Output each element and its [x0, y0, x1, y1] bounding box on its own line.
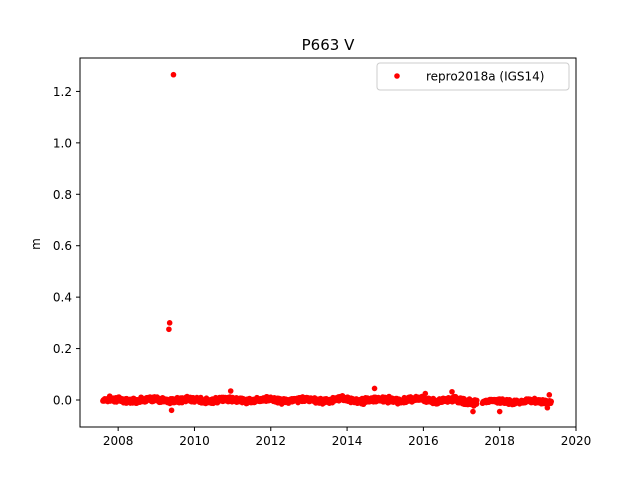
- y-tick-label: 0.6: [53, 239, 72, 253]
- data-point: [474, 397, 480, 404]
- axes: 2008 2010 2012 2014 2016 2018 2020 0.0 0.2 0.4 0.6…: [53, 57, 592, 448]
- data-point: [422, 390, 429, 397]
- data-point: [371, 385, 378, 392]
- y-tick-label: 1.2: [53, 85, 72, 99]
- x-tick-label: 2016: [408, 434, 439, 448]
- y-tick-label: 0.2: [53, 342, 72, 356]
- x-tick-label: 2008: [103, 434, 134, 448]
- y-tick-label: 0.8: [53, 188, 72, 202]
- legend-frame: [376, 62, 570, 91]
- x-tick-label: 2010: [179, 434, 210, 448]
- data-point: [170, 71, 177, 78]
- data-point: [168, 407, 175, 414]
- data-point: [496, 408, 503, 415]
- data-point: [166, 326, 172, 333]
- plot-frame: [79, 57, 577, 428]
- x-tick-label: 2014: [332, 434, 363, 448]
- data-point: [470, 408, 476, 415]
- chart-title: P663 V: [302, 36, 355, 54]
- data-point: [227, 388, 234, 394]
- x-tick-label: 2012: [255, 434, 286, 448]
- data-point: [548, 398, 554, 405]
- x-tick-label: 2018: [484, 434, 515, 448]
- legend: repro2018a (IGS14): [376, 62, 570, 91]
- data-point: [546, 392, 553, 398]
- y-tick-label: 0.4: [53, 291, 72, 305]
- x-tick-label: 2020: [561, 434, 592, 448]
- data-point: [166, 320, 173, 326]
- y-axis-label: m: [29, 238, 43, 250]
- data-point: [544, 404, 551, 411]
- y-tick-label: 0.0: [53, 394, 72, 408]
- legend-label: repro2018a (IGS14): [426, 70, 544, 84]
- data-point: [449, 388, 455, 395]
- legend-marker: [394, 73, 400, 79]
- y-tick-label: 1.0: [53, 136, 72, 150]
- data-points: [100, 71, 554, 415]
